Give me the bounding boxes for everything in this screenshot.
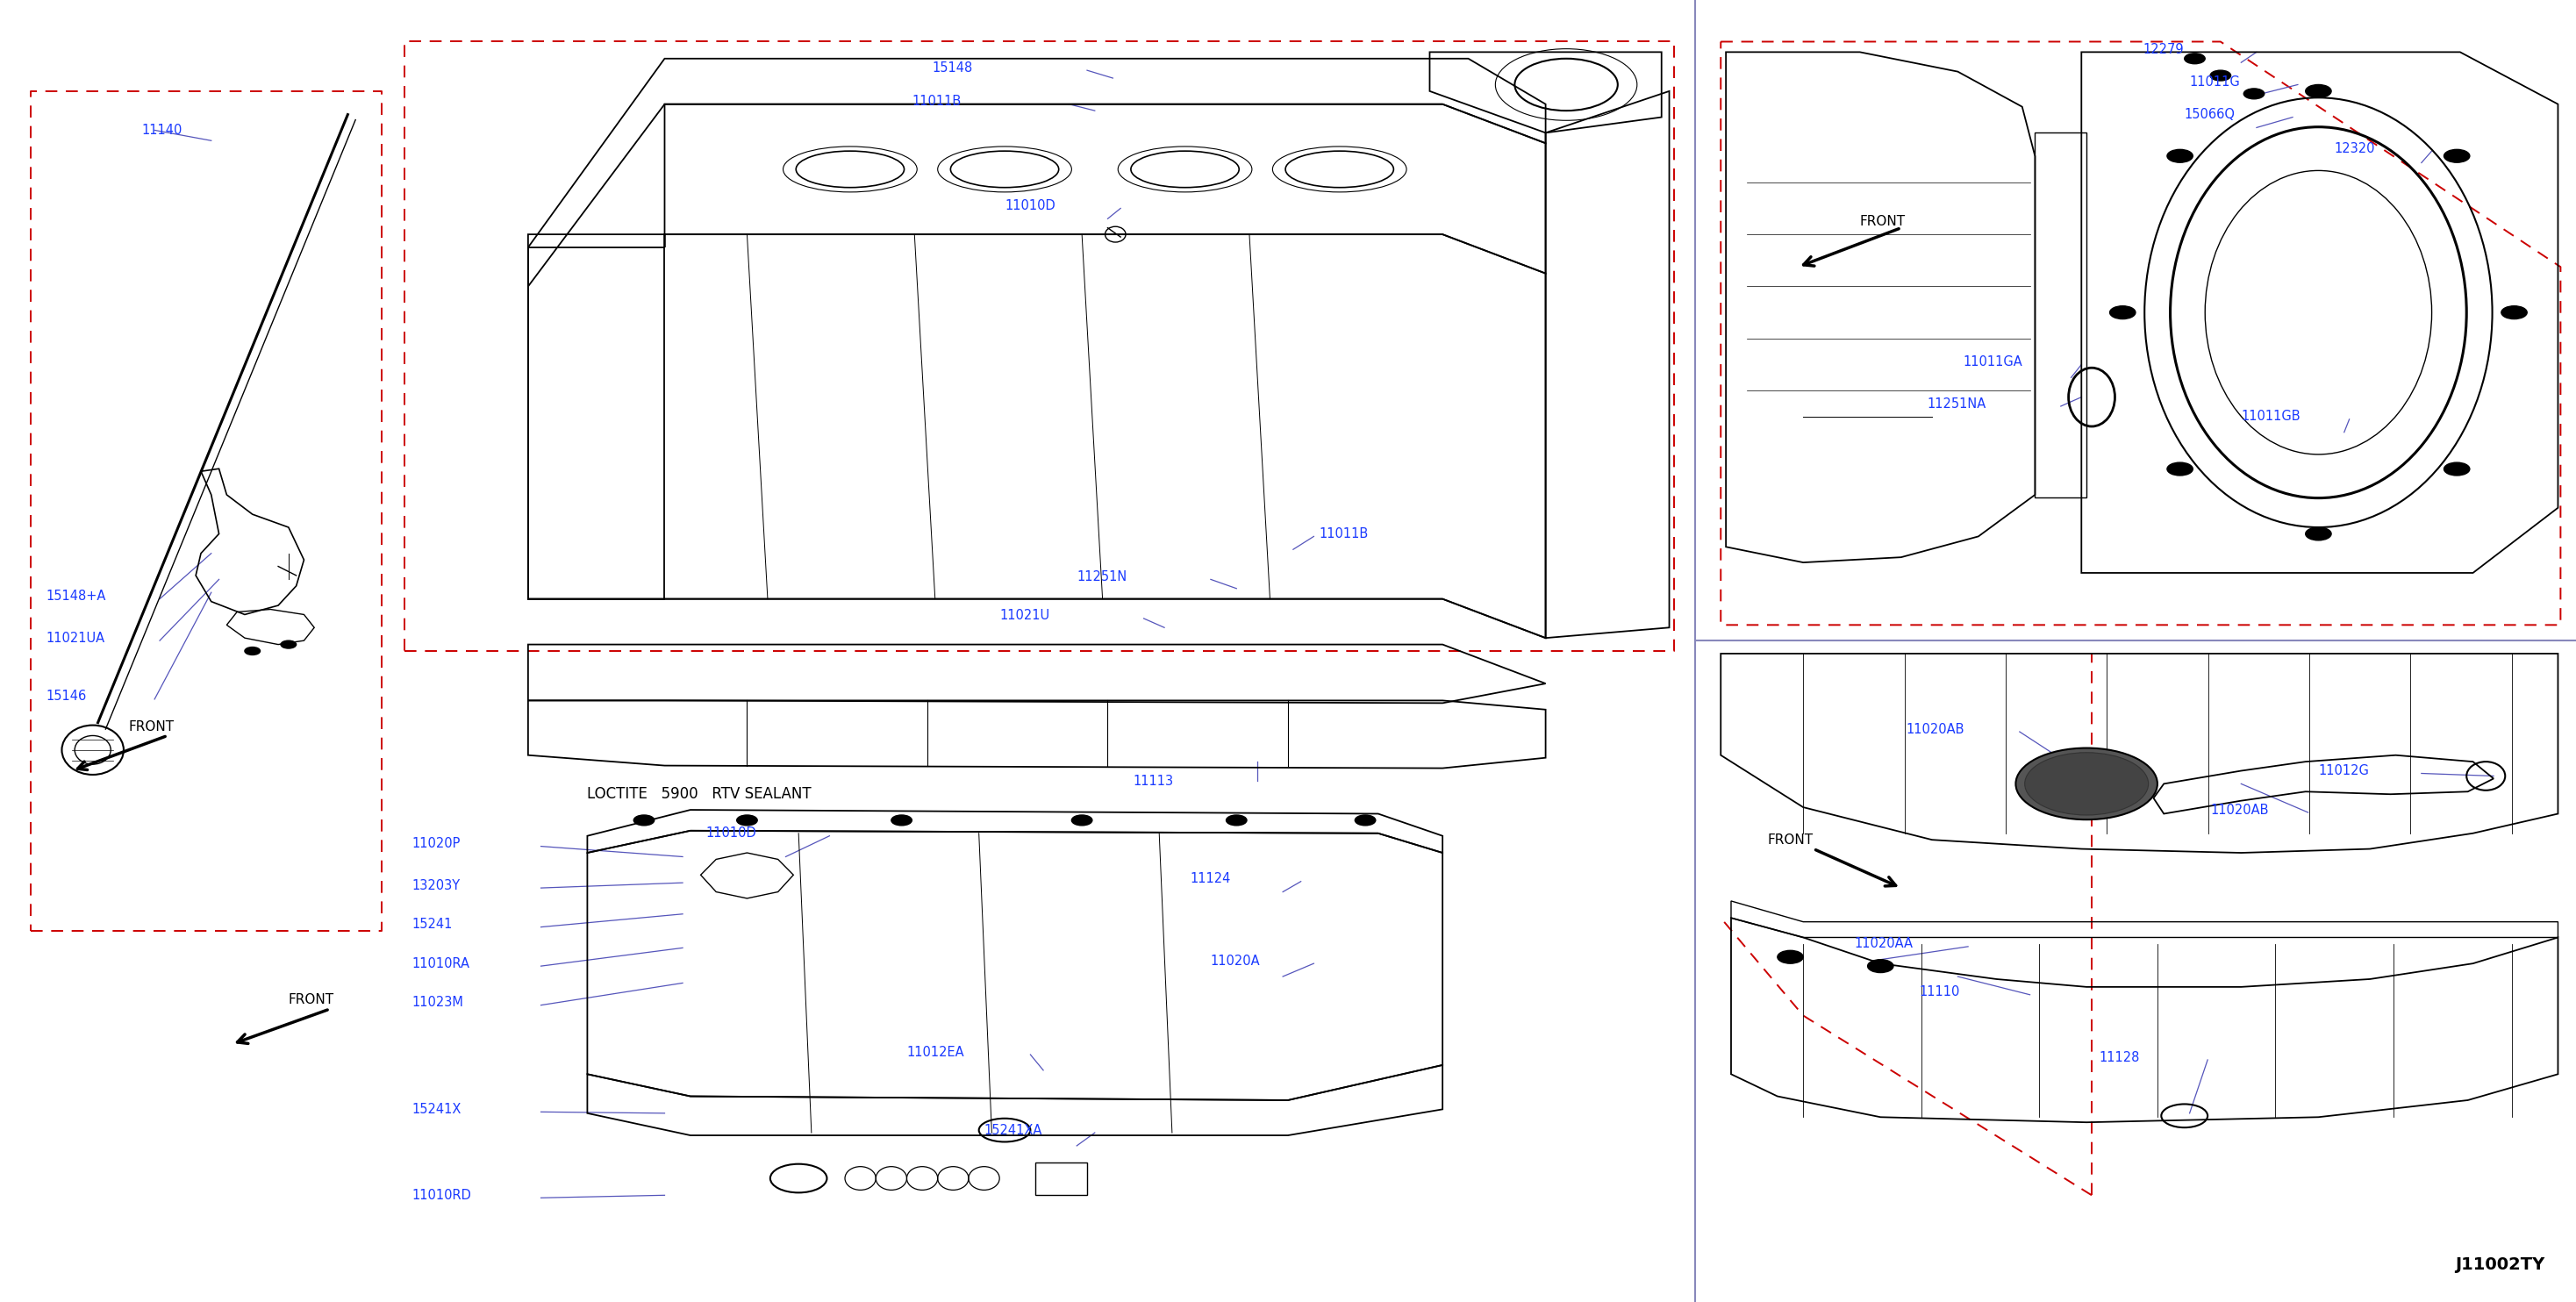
Text: 11251N: 11251N	[1077, 570, 1126, 583]
Circle shape	[1868, 960, 1893, 973]
Bar	[1036, 1163, 1087, 1195]
Circle shape	[2166, 150, 2192, 163]
Circle shape	[634, 815, 654, 825]
Text: 11011GB: 11011GB	[2241, 410, 2300, 423]
Text: FRONT: FRONT	[289, 993, 335, 1006]
Text: 15241X: 15241X	[412, 1103, 461, 1116]
Text: 12279: 12279	[2143, 43, 2184, 56]
Text: 11012G: 11012G	[2318, 764, 2370, 777]
Text: 11023M: 11023M	[412, 996, 464, 1009]
Circle shape	[737, 815, 757, 825]
Circle shape	[2110, 306, 2136, 319]
Circle shape	[2210, 70, 2231, 81]
Circle shape	[2306, 85, 2331, 98]
Text: 15241XA: 15241XA	[984, 1124, 1043, 1137]
Circle shape	[2306, 527, 2331, 540]
Text: 11021U: 11021U	[999, 609, 1048, 622]
Text: 11021UA: 11021UA	[46, 631, 106, 644]
Text: FRONT: FRONT	[1860, 215, 1906, 228]
Circle shape	[1355, 815, 1376, 825]
Text: 15146: 15146	[46, 690, 88, 703]
Text: 11251NA: 11251NA	[1927, 397, 1986, 410]
Text: 15148: 15148	[933, 61, 974, 74]
Text: LOCTITE   5900   RTV SEALANT: LOCTITE 5900 RTV SEALANT	[587, 786, 811, 802]
Circle shape	[2445, 150, 2470, 163]
Text: 15241: 15241	[412, 918, 453, 931]
Text: 11140: 11140	[142, 124, 183, 137]
Text: 11010D: 11010D	[1005, 199, 1056, 212]
Text: 11010D: 11010D	[706, 827, 757, 840]
Text: 12320: 12320	[2334, 142, 2375, 155]
Text: 13203Y: 13203Y	[412, 879, 461, 892]
Text: 15066Q: 15066Q	[2184, 108, 2236, 121]
Text: 11011G: 11011G	[2190, 76, 2241, 89]
Text: 11020AB: 11020AB	[2210, 803, 2269, 816]
Text: 11011GA: 11011GA	[1963, 355, 2022, 368]
Text: 11128: 11128	[2099, 1051, 2141, 1064]
Text: 11113: 11113	[1133, 775, 1175, 788]
Text: 11010RD: 11010RD	[412, 1189, 471, 1202]
Ellipse shape	[2017, 747, 2159, 820]
Text: 11010RA: 11010RA	[412, 957, 469, 970]
Text: 11020AA: 11020AA	[1855, 937, 1914, 950]
Circle shape	[2244, 89, 2264, 99]
Text: 11012EA: 11012EA	[907, 1046, 963, 1059]
Text: FRONT: FRONT	[1767, 833, 1814, 846]
Text: 11011B: 11011B	[912, 95, 961, 108]
Circle shape	[891, 815, 912, 825]
Text: 11020P: 11020P	[412, 837, 461, 850]
Text: 11011B: 11011B	[1319, 527, 1368, 540]
Circle shape	[2166, 462, 2192, 475]
Circle shape	[245, 647, 260, 655]
Circle shape	[1072, 815, 1092, 825]
Circle shape	[281, 641, 296, 648]
Text: 15148+A: 15148+A	[46, 590, 106, 603]
Circle shape	[2184, 53, 2205, 64]
Circle shape	[1777, 950, 1803, 963]
Ellipse shape	[2025, 753, 2148, 815]
Text: 11110: 11110	[1919, 986, 1960, 999]
Text: J11002TY: J11002TY	[2455, 1256, 2545, 1273]
Text: 11124: 11124	[1190, 872, 1231, 885]
Text: 11020A: 11020A	[1211, 954, 1260, 967]
Text: 11020AB: 11020AB	[1906, 723, 1965, 736]
Circle shape	[1226, 815, 1247, 825]
Circle shape	[2445, 462, 2470, 475]
Circle shape	[2501, 306, 2527, 319]
Text: FRONT: FRONT	[129, 720, 175, 733]
